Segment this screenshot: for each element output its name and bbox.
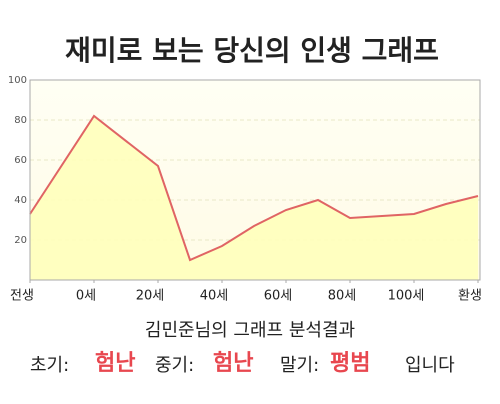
result-value: 험난 (213, 350, 253, 376)
y-tick-label: 60 (14, 155, 27, 166)
x-tick-label: 20세 (136, 289, 165, 304)
x-tick-label: 60세 (264, 289, 293, 304)
x-tick-label: 환생 (458, 289, 482, 304)
x-tick-label: 100세 (388, 289, 425, 304)
plot-frame (29, 79, 481, 281)
result-heading: 김민준님의 그래프 분석결과 (145, 320, 355, 341)
x-tick-label: 0세 (76, 289, 96, 304)
area (30, 116, 478, 280)
result-value: 험난 (95, 350, 135, 376)
y-tick-label: 20 (14, 235, 27, 246)
x-tick-label: 전생 (10, 289, 34, 304)
y-tick-label: 40 (14, 195, 27, 206)
result-suffix: 입니다 (405, 355, 455, 376)
result-label: 초기: (30, 355, 69, 376)
result-value: 평범 (330, 351, 370, 376)
result-label: 중기: (155, 355, 194, 376)
result-label: 말기: (280, 355, 319, 376)
y-tick-label: 80 (14, 115, 27, 126)
x-tick-label: 40세 (200, 289, 229, 304)
y-tick-label: 100 (8, 75, 27, 86)
chart-title: 재미로 보는 당신의 인생 그래프 (65, 34, 439, 67)
x-tick-label: 80세 (328, 289, 357, 304)
line (29, 114, 479, 262)
